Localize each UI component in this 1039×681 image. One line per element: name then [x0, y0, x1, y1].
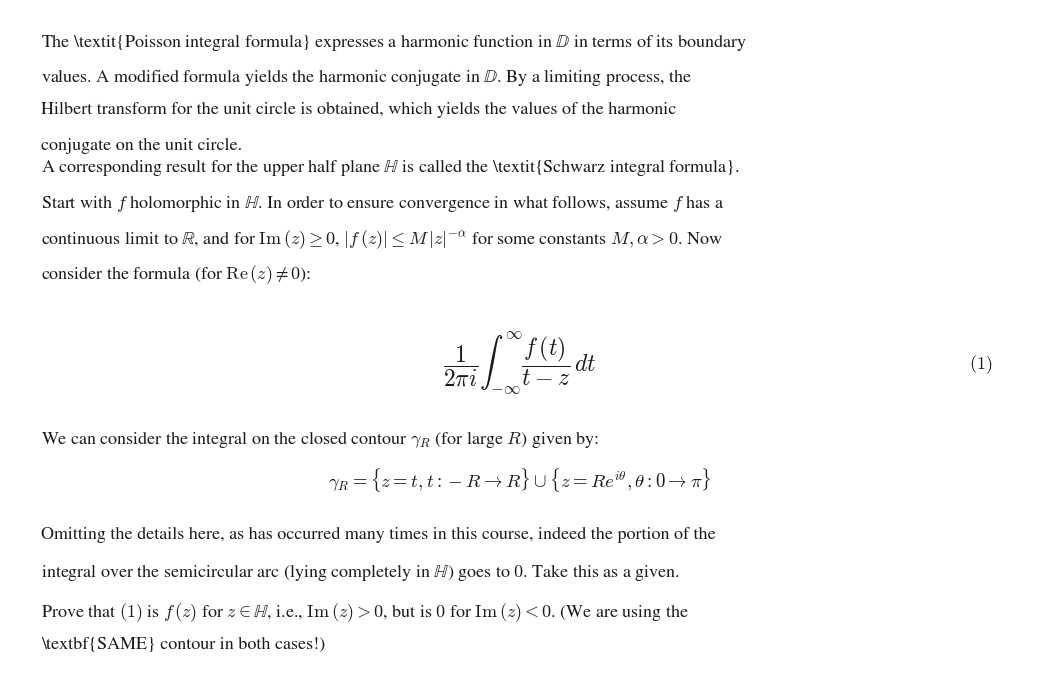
Text: Start with $f$ holomorphic in $\mathbb{H}$. In order to ensure convergence in wh: Start with $f$ holomorphic in $\mathbb{H… — [41, 193, 724, 214]
Text: conjugate on the unit circle.: conjugate on the unit circle. — [41, 138, 242, 154]
Text: consider the formula (for $\mathrm{Re}\,(z) \neq 0$):: consider the formula (for $\mathrm{Re}\,… — [41, 263, 312, 286]
Text: values. A modified formula yields the harmonic conjugate in $\mathbb{D}$. By a l: values. A modified formula yields the ha… — [41, 67, 692, 88]
Text: integral over the semicircular arc (lying completely in $\mathbb{H}$) goes to $0: integral over the semicircular arc (lyin… — [41, 563, 680, 584]
Text: continuous limit to $\mathbb{R}$, and for $\mathrm{Im}\,(z) \geq 0$, $|f\,(z)| \: continuous limit to $\mathbb{R}$, and fo… — [41, 228, 722, 251]
Text: Omitting the details here, as has occurred many times in this course, indeed the: Omitting the details here, as has occurr… — [41, 527, 716, 543]
Text: The \textit{Poisson integral formula} expresses a harmonic function in $\mathbb{: The \textit{Poisson integral formula} ex… — [41, 32, 746, 53]
Text: Hilbert transform for the unit circle is obtained, which yields the values of th: Hilbert transform for the unit circle is… — [41, 102, 676, 118]
Text: \textbf{SAME} contour in both cases!): \textbf{SAME} contour in both cases!) — [41, 637, 325, 653]
Text: Prove that $(1)$ is $f\,(z)$ for $z \in \mathbb{H}$, i.e., $\mathrm{Im}\,(z) > 0: Prove that $(1)$ is $f\,(z)$ for $z \in … — [41, 601, 689, 624]
Text: We can consider the integral on the closed contour $\gamma_R$ (for large $R$) gi: We can consider the integral on the clos… — [41, 428, 598, 449]
Text: $\gamma_R = \{z = t, t : -R \to R\} \cup \{z = Re^{i\theta}, \theta : 0 \to \pi\: $\gamma_R = \{z = t, t : -R \to R\} \cup… — [327, 466, 712, 494]
Text: $(1)$: $(1)$ — [969, 353, 992, 376]
Text: A corresponding result for the upper half plane $\mathbb{H}$ is called the \text: A corresponding result for the upper hal… — [41, 157, 740, 178]
Text: $\dfrac{1}{2\pi i} \int_{-\infty}^{\infty} \dfrac{f\,(t)}{t - z}\,dt$: $\dfrac{1}{2\pi i} \int_{-\infty}^{\inft… — [443, 330, 596, 398]
